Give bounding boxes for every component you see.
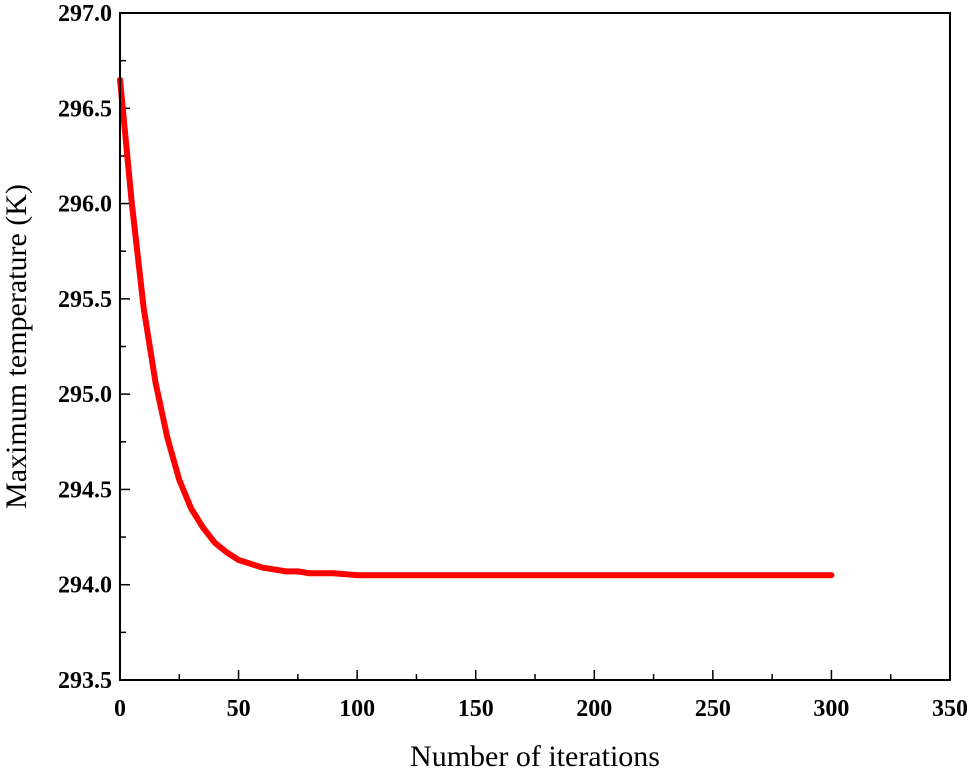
y-axis-tick-labels: 293.5 294.0 294.5 295.0 295.5 296.0 296.5 297.0 [58,1,112,694]
y-tick-label: 296.0 [58,192,112,218]
y-tick-label: 296.5 [58,96,112,122]
x-axis-ticks [119,670,951,680]
x-tick-label: 250 [695,696,731,722]
y-tick-label: 293.5 [58,668,112,694]
y-tick-label: 297.0 [58,1,112,27]
y-tick-label: 294.0 [58,573,112,599]
x-tick-label: 100 [339,696,375,722]
y-axis-title: Maximum temperature (K) [0,184,33,509]
x-tick-label: 350 [932,696,968,722]
y-tick-label: 295.0 [58,382,112,408]
y-tick-label: 294.5 [58,477,112,503]
series-layer [117,76,835,579]
plot-frame [119,12,951,681]
x-tick-label: 300 [813,696,849,722]
y-tick-label: 295.5 [58,287,112,313]
x-tick-label: 150 [458,696,494,722]
x-tick-label: 200 [576,696,612,722]
x-tick-label: 0 [114,696,126,722]
x-axis-tick-labels: 0 50 100 150 200 250 300 350 [114,696,968,722]
x-tick-label: 50 [227,696,251,722]
x-axis-title: Number of iterations [410,740,660,773]
series-line-0 [117,76,835,579]
